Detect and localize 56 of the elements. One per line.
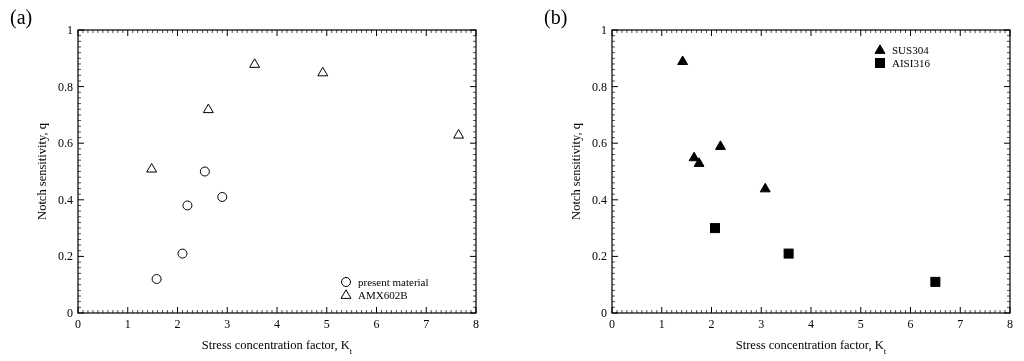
x-tick-label: 3 <box>758 317 765 331</box>
y-tick-label: 0.6 <box>58 136 73 151</box>
point <box>199 166 210 177</box>
x-tick-label: 2 <box>174 317 181 331</box>
point <box>146 163 158 173</box>
x-tick-label: 5 <box>323 317 330 331</box>
y-tick-label: 0.6 <box>592 136 607 151</box>
x-tick-label: 3 <box>224 317 231 331</box>
legend-label: present material <box>358 276 429 288</box>
y-tick-label: 0.2 <box>592 249 607 264</box>
point <box>182 200 193 211</box>
x-axis-title: Stress concentration factor, K$_{t}$ <box>201 338 353 356</box>
y-tick-label: 1 <box>601 23 607 37</box>
point <box>930 276 941 287</box>
x-tick-label: 7 <box>423 317 430 331</box>
y-tick-label: 0.8 <box>592 79 607 94</box>
point <box>151 274 162 285</box>
y-axis-title: Notch sensitivity, q <box>35 122 49 220</box>
point <box>759 182 771 193</box>
legend-label: AMX602B <box>358 289 408 301</box>
y-tick-label: 0.4 <box>58 192 73 207</box>
x-tick-label: 8 <box>1007 317 1013 331</box>
x-tick-label: 8 <box>473 317 479 331</box>
point <box>693 157 705 167</box>
chart-title: (a) <box>10 6 33 29</box>
x-tick-label: 5 <box>857 317 864 331</box>
y-tick-label: 0 <box>601 306 607 320</box>
x-axis-title: Stress concentration factor, K$_{t}$ <box>735 338 887 356</box>
point <box>249 58 261 68</box>
point <box>709 223 720 234</box>
point <box>177 248 188 259</box>
x-tick-label: 6 <box>907 317 914 331</box>
x-tick-label: 7 <box>957 317 964 331</box>
x-tick-label: 1 <box>658 317 665 331</box>
point <box>677 55 689 66</box>
point <box>715 140 726 150</box>
x-tick-label: 1 <box>124 317 131 331</box>
y-tick-label: 0.4 <box>592 192 607 207</box>
y-tick-label: 0 <box>67 306 73 320</box>
y-tick-label: 0.8 <box>58 79 73 94</box>
point <box>202 103 214 114</box>
legend-label: SUS304 <box>892 44 930 56</box>
x-tick-label: 6 <box>373 317 380 331</box>
point <box>217 191 228 202</box>
y-tick-label: 0.2 <box>58 249 73 264</box>
x-tick-label: 4 <box>808 317 814 331</box>
legend-label: AISI316 <box>892 57 931 69</box>
x-tick-label: 2 <box>708 317 715 331</box>
point <box>453 129 465 139</box>
point <box>317 66 329 77</box>
point <box>783 248 794 259</box>
chart-title: (b) <box>544 6 568 29</box>
x-tick-label: 4 <box>274 317 280 331</box>
y-axis-title: Notch sensitivity, q <box>569 122 583 220</box>
y-tick-label: 1 <box>67 23 73 37</box>
point <box>688 151 700 162</box>
